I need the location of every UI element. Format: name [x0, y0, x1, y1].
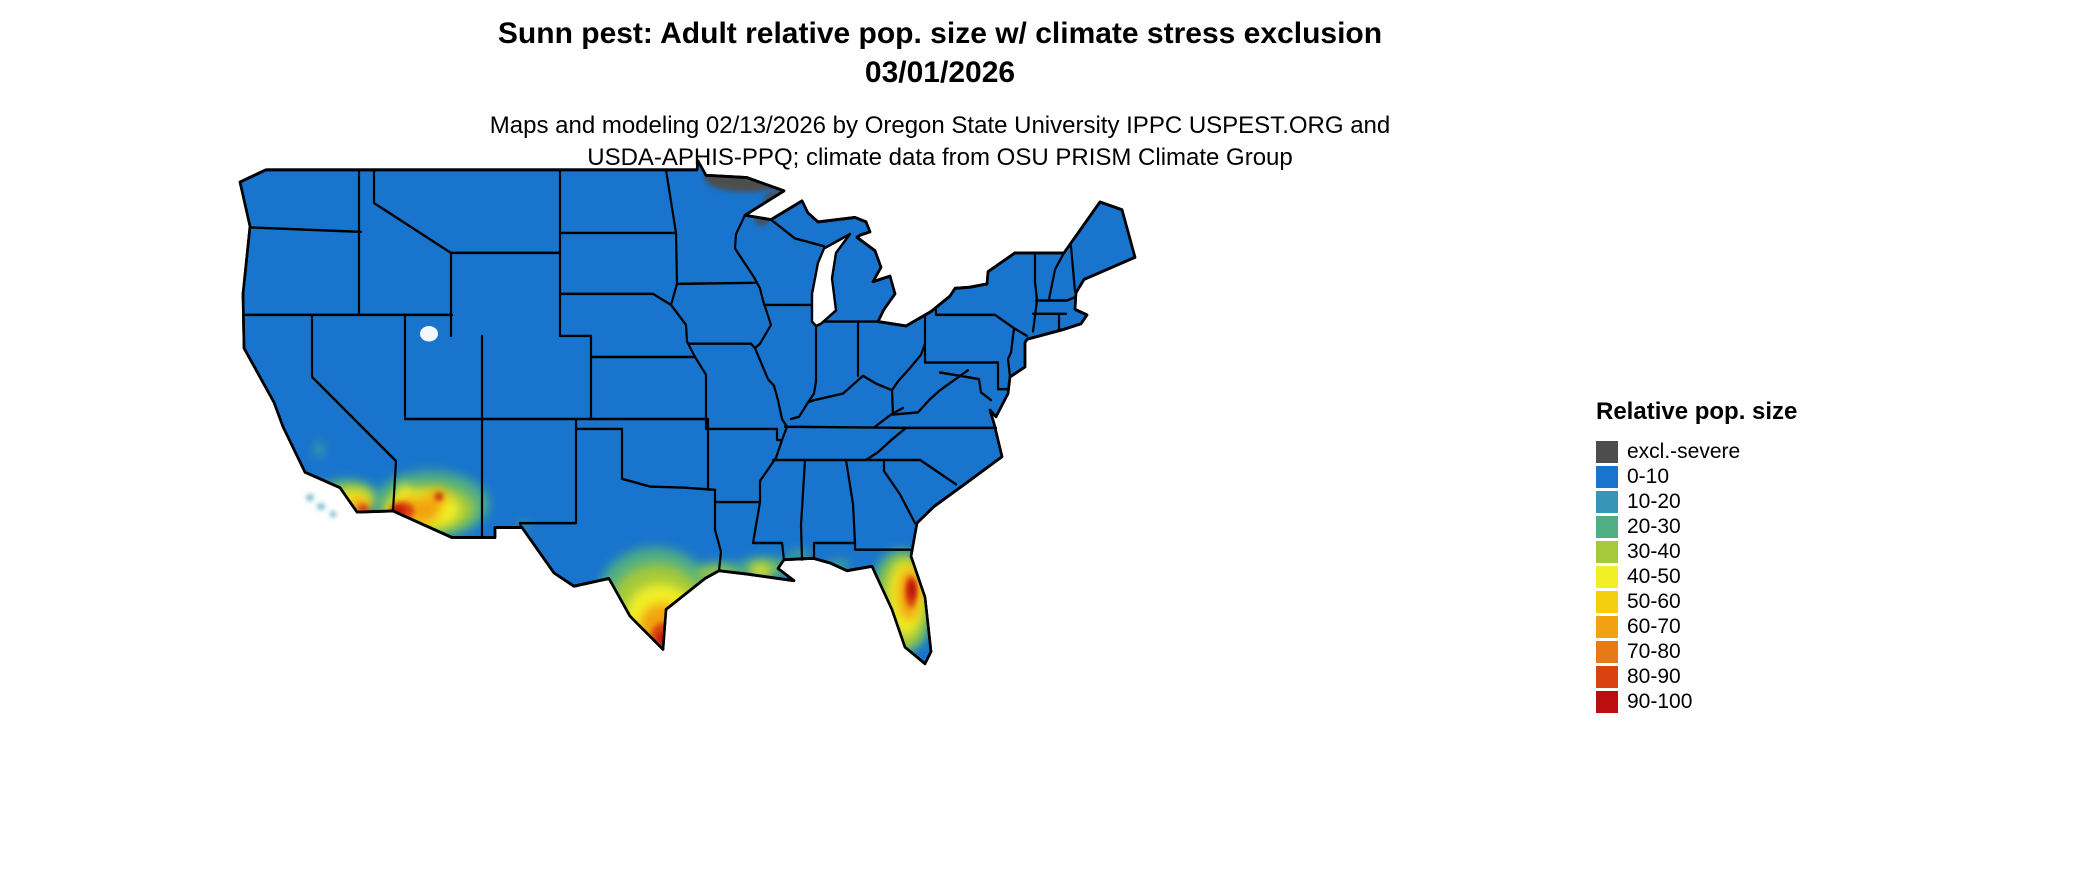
legend-label: 40-50 — [1627, 564, 1681, 588]
legend-label: 50-60 — [1627, 589, 1681, 613]
legend-swatch — [1596, 690, 1618, 713]
legend-swatch — [1596, 615, 1618, 638]
legend-label: 20-30 — [1627, 514, 1681, 538]
state-borders — [244, 168, 1077, 572]
legend-item: 30-40 — [1596, 539, 1797, 564]
legend-item: 20-30 — [1596, 514, 1797, 539]
legend-title: Relative pop. size — [1596, 398, 1798, 425]
map-title-date: 03/01/2026 — [864, 56, 1016, 89]
legend-label: 70-80 — [1627, 639, 1681, 663]
legend-item: 10-20 — [1596, 489, 1797, 514]
legend-item: excl.-severe — [1596, 439, 1797, 464]
legend-label: 0-10 — [1627, 464, 1670, 488]
us-map — [238, 159, 1137, 666]
legend-swatch — [1596, 565, 1618, 588]
legend-item: 80-90 — [1596, 664, 1797, 689]
us-outline — [238, 159, 1137, 666]
legend-swatch — [1596, 665, 1618, 688]
legend-item: 50-60 — [1596, 589, 1797, 614]
legend-item: 70-80 — [1596, 639, 1797, 664]
legend-swatch — [1596, 465, 1618, 488]
legend-label: 10-20 — [1627, 489, 1681, 513]
florida-tip-low-patch — [910, 649, 936, 664]
legend-item: 0-10 — [1596, 464, 1797, 489]
map-subtitle-line2: USDA-APHIS-PPQ; climate data from OSU PR… — [587, 144, 1293, 171]
legend-swatch — [1596, 515, 1618, 538]
legend-swatch — [1596, 490, 1618, 513]
legend-item: 90-100 — [1596, 689, 1797, 714]
legend-swatch — [1596, 440, 1618, 463]
channel-island-specks — [306, 495, 336, 517]
header: Sunn pest: Adult relative pop. size w/ c… — [0, 14, 1880, 174]
great-salt-lake — [420, 325, 438, 342]
legend-swatch — [1596, 540, 1618, 563]
legend: Relative pop. size excl.-severe 0-10 10-… — [1596, 398, 1797, 714]
map-subtitle-line1: Maps and modeling 02/13/2026 by Oregon S… — [489, 112, 1391, 139]
map-title-line1: Sunn pest: Adult relative pop. size w/ c… — [497, 17, 1383, 50]
legend-label: 60-70 — [1627, 614, 1681, 638]
legend-label: 80-90 — [1627, 664, 1681, 688]
legend-label: 90-100 — [1627, 689, 1693, 713]
legend-label: 30-40 — [1627, 539, 1681, 563]
legend-item: 40-50 — [1596, 564, 1797, 589]
legend-swatch — [1596, 590, 1618, 613]
legend-label: excl.-severe — [1627, 439, 1741, 463]
legend-swatch — [1596, 640, 1618, 663]
legend-item: 60-70 — [1596, 614, 1797, 639]
lake-michigan — [810, 232, 852, 328]
